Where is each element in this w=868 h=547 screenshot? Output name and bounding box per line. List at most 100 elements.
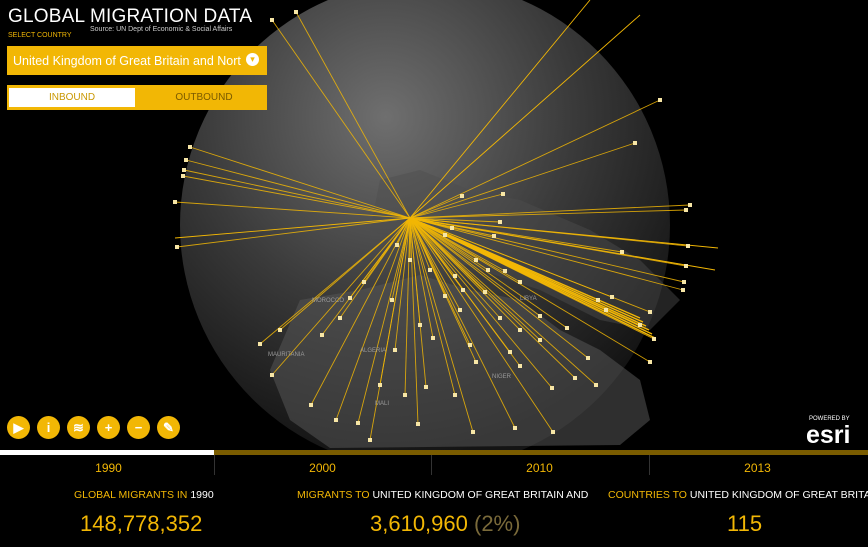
country-marker[interactable] [686,244,690,248]
country-marker[interactable] [443,233,447,237]
year-1990[interactable]: 1990 [95,461,122,475]
country-marker[interactable] [184,158,188,162]
country-marker[interactable] [498,316,502,320]
country-marker[interactable] [620,250,624,254]
country-marker[interactable] [453,274,457,278]
direction-toggle[interactable]: INBOUND OUTBOUND [7,85,267,110]
country-marker[interactable] [513,426,517,430]
country-marker[interactable] [658,98,662,102]
country-marker[interactable] [294,10,298,14]
esri-logo: esri [806,421,851,449]
country-marker[interactable] [586,356,590,360]
country-marker[interactable] [483,290,487,294]
zoom-in-icon[interactable]: + [97,416,120,439]
country-marker[interactable] [270,373,274,377]
inbound-button[interactable]: INBOUND [9,88,135,107]
country-marker[interactable] [362,280,366,284]
country-marker[interactable] [594,383,598,387]
country-marker[interactable] [278,328,282,332]
country-marker[interactable] [550,386,554,390]
zoom-out-icon[interactable]: − [127,416,150,439]
globe-map[interactable]: MOROCCO MAURITANIA ALGERIA MALI NIGER LIBYA [0,0,868,450]
country-marker[interactable] [418,323,422,327]
country-marker[interactable] [443,294,447,298]
country-marker[interactable] [188,145,192,149]
country-marker[interactable] [390,298,394,302]
country-marker[interactable] [458,308,462,312]
country-marker[interactable] [638,323,642,327]
country-marker[interactable] [501,192,505,196]
country-marker[interactable] [320,333,324,337]
country-marker[interactable] [498,220,502,224]
country-marker[interactable] [684,208,688,212]
country-marker[interactable] [270,18,274,22]
country-marker[interactable] [681,288,685,292]
country-marker[interactable] [395,243,399,247]
country-marker[interactable] [175,245,179,249]
year-2010[interactable]: 2010 [526,461,553,475]
year-2013[interactable]: 2013 [744,461,771,475]
timeline-bar[interactable] [0,450,868,455]
dropdown-icon[interactable]: ▾ [246,53,259,66]
compass-icon[interactable]: ✎ [157,416,180,439]
migration-route [409,217,651,363]
country-marker[interactable] [181,174,185,178]
migration-route [394,217,411,351]
year-2000[interactable]: 2000 [309,461,336,475]
country-marker[interactable] [356,421,360,425]
country-marker[interactable] [684,264,688,268]
country-marker[interactable] [309,403,313,407]
country-marker[interactable] [368,438,372,442]
country-marker[interactable] [416,422,420,426]
layers-icon[interactable]: ≋ [67,416,90,439]
country-marker[interactable] [431,336,435,340]
country-marker[interactable] [538,314,542,318]
country-marker[interactable] [573,376,577,380]
country-marker[interactable] [518,364,522,368]
country-marker[interactable] [338,316,342,320]
country-marker[interactable] [648,310,652,314]
country-select[interactable]: United Kingdom of Great Britain and Nort… [7,46,267,75]
country-marker[interactable] [688,203,692,207]
country-marker[interactable] [428,268,432,272]
country-marker[interactable] [503,269,507,273]
country-marker[interactable] [453,393,457,397]
country-marker[interactable] [596,298,600,302]
country-marker[interactable] [604,308,608,312]
play-icon[interactable]: ▶ [7,416,30,439]
country-marker[interactable] [468,343,472,347]
country-marker[interactable] [508,350,512,354]
country-marker[interactable] [518,280,522,284]
country-marker[interactable] [551,430,555,434]
country-marker[interactable] [610,295,614,299]
outbound-button[interactable]: OUTBOUND [175,92,233,103]
country-marker[interactable] [648,360,652,364]
country-marker[interactable] [424,385,428,389]
country-marker[interactable] [682,280,686,284]
country-marker[interactable] [486,268,490,272]
country-marker[interactable] [492,234,496,238]
country-marker[interactable] [538,338,542,342]
country-marker[interactable] [403,393,407,397]
country-marker[interactable] [450,226,454,230]
country-markers[interactable] [173,10,692,442]
country-marker[interactable] [334,418,338,422]
country-marker[interactable] [461,288,465,292]
country-marker[interactable] [518,328,522,332]
migration-route [409,217,684,291]
country-marker[interactable] [633,141,637,145]
country-marker[interactable] [258,342,262,346]
country-marker[interactable] [378,383,382,387]
country-marker[interactable] [182,168,186,172]
country-marker[interactable] [460,194,464,198]
country-marker[interactable] [173,200,177,204]
country-marker[interactable] [471,430,475,434]
country-marker[interactable] [474,258,478,262]
country-marker[interactable] [565,326,569,330]
country-marker[interactable] [393,348,397,352]
country-marker[interactable] [474,360,478,364]
country-marker[interactable] [652,337,656,341]
country-marker[interactable] [408,258,412,262]
info-icon[interactable]: i [37,416,60,439]
country-marker[interactable] [348,296,352,300]
